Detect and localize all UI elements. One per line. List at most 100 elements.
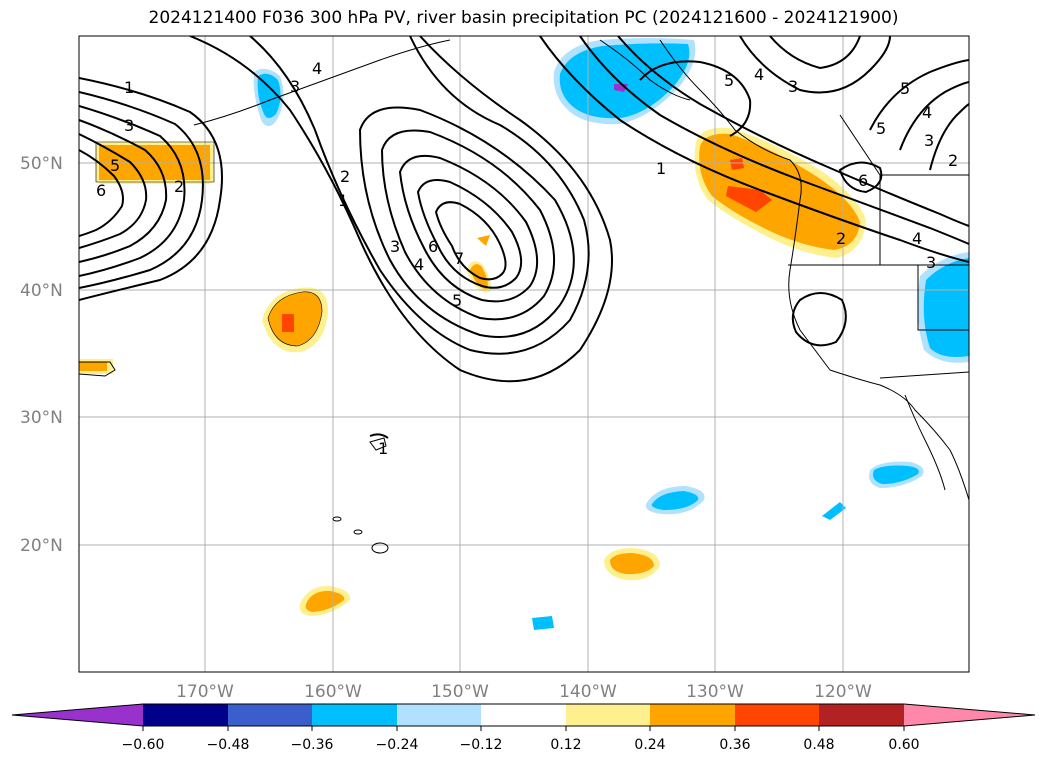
hawaii-island xyxy=(332,516,342,522)
alaska-coast xyxy=(599,39,691,101)
colorbar-segment xyxy=(735,704,819,726)
pv-contour-6 xyxy=(79,149,124,237)
pv-contours xyxy=(79,36,969,439)
colorbar-tick-label: 0.48 xyxy=(803,737,834,753)
pv-contour-14 xyxy=(539,36,969,263)
map-title: 2024121400 F036 300 hPa PV, river basin … xyxy=(148,8,899,28)
plot-area xyxy=(79,36,969,672)
lon-label: 170°W xyxy=(176,682,234,702)
contour-label: 5 xyxy=(900,79,910,98)
colorbar-segment xyxy=(481,704,566,726)
pv-contour-22 xyxy=(929,103,969,171)
colorbar-tick-label: 0.12 xyxy=(550,737,581,753)
contour-label: 1 xyxy=(124,78,134,97)
pv-contour-21 xyxy=(899,81,969,151)
contour-label: 3 xyxy=(290,77,300,96)
contour-label: 5 xyxy=(724,71,734,90)
precip-patch xyxy=(726,186,772,212)
colorbar-ticks xyxy=(142,726,905,731)
island-outline xyxy=(79,361,116,377)
contour-label: 5 xyxy=(876,119,886,138)
contour-label: 3 xyxy=(926,253,936,272)
pv-contour-1 xyxy=(79,77,223,301)
contour-label: 6 xyxy=(96,181,106,200)
colorbar-tick-label: 0.24 xyxy=(634,737,665,753)
precip-patch xyxy=(268,291,322,346)
hawaii-island xyxy=(353,529,363,535)
contour-label: 3 xyxy=(390,237,400,256)
contour-labels: 1 3 5 6 2 4 3 2 1 3 4 6 7 5 1 5 4 3 5 4 … xyxy=(96,59,958,458)
colorbar-segment xyxy=(312,704,397,726)
lat-label: 30°N xyxy=(20,408,63,428)
precip-patch xyxy=(610,553,654,575)
contour-label: 5 xyxy=(110,156,120,175)
colorbar-segment xyxy=(397,704,481,726)
lat-label: 40°N xyxy=(20,281,63,301)
colorbar-segment xyxy=(143,704,228,726)
precip-patch xyxy=(559,43,690,119)
baja-coast xyxy=(904,394,946,491)
precip-patch xyxy=(822,502,846,520)
pv-contour-9 xyxy=(358,106,575,338)
pv-contour-7 xyxy=(189,36,613,383)
contour-label: 4 xyxy=(414,255,424,274)
precip-patch xyxy=(873,465,919,484)
pv-contour-15 xyxy=(579,36,969,245)
lon-label: 120°W xyxy=(814,682,872,702)
pv-contour-13 xyxy=(434,201,507,281)
colorbar: −0.60 −0.48 −0.36 −0.24 −0.12 0.12 0.24 … xyxy=(11,703,1036,753)
pv-contour-12 xyxy=(416,179,523,289)
region-outline xyxy=(95,141,215,183)
pv-contour-18 xyxy=(739,36,891,94)
contour-label: 3 xyxy=(924,131,934,150)
plot-frame xyxy=(78,35,970,673)
precip-patch xyxy=(651,491,699,510)
lat-label: 50°N xyxy=(20,154,63,174)
hawaii-island xyxy=(371,542,389,554)
precip-patch xyxy=(477,235,490,246)
pv-contour-19 xyxy=(769,36,861,70)
precip-patch xyxy=(257,73,281,118)
pv-contour-23 xyxy=(838,161,883,194)
colorbar-tick-label: −0.24 xyxy=(376,737,419,753)
contour-label: 1 xyxy=(656,159,666,178)
precip-patch xyxy=(305,590,345,612)
lon-label: 130°W xyxy=(686,682,744,702)
pv-contour-24 xyxy=(791,292,847,347)
contour-label: 2 xyxy=(340,167,350,186)
contour-label: 1 xyxy=(338,191,348,210)
colorbar-segment xyxy=(650,704,735,726)
contour-label: 4 xyxy=(912,229,922,248)
pv-contour-10 xyxy=(380,129,555,321)
lon-label: 140°W xyxy=(559,682,617,702)
contour-label: 2 xyxy=(174,177,184,196)
north-america-coast xyxy=(659,39,969,501)
pv-contour-8 xyxy=(249,36,590,355)
precip-patch xyxy=(923,258,969,357)
pv-contour-16 xyxy=(617,36,969,227)
contour-label: 1 xyxy=(378,439,388,458)
contour-label: 4 xyxy=(922,103,932,122)
precip-patch xyxy=(730,158,744,170)
aleutian-chain xyxy=(193,39,451,126)
pv-contour-2 xyxy=(79,91,204,289)
small-island xyxy=(369,437,387,451)
state-borders xyxy=(917,265,969,331)
lat-label: 20°N xyxy=(20,536,63,556)
precip-shading xyxy=(79,38,969,630)
colorbar-tick-label: 0.60 xyxy=(888,737,919,753)
contour-label: 2 xyxy=(948,151,958,170)
us-mexico-border xyxy=(879,371,969,379)
colorbar-segment xyxy=(819,704,904,726)
colorbar-segment xyxy=(566,704,650,726)
pv-contour-5 xyxy=(79,133,148,249)
lat-labels: 50°N 40°N 30°N 20°N xyxy=(20,154,63,556)
colorbar-tick-label: −0.12 xyxy=(460,737,503,753)
contour-label: 7 xyxy=(454,249,464,268)
pv-contour-17 xyxy=(639,60,752,137)
colorbar-tick-label: −0.60 xyxy=(122,737,165,753)
region-outline xyxy=(267,291,323,347)
pv-contour-11 xyxy=(398,154,539,303)
lon-label: 150°W xyxy=(431,682,489,702)
